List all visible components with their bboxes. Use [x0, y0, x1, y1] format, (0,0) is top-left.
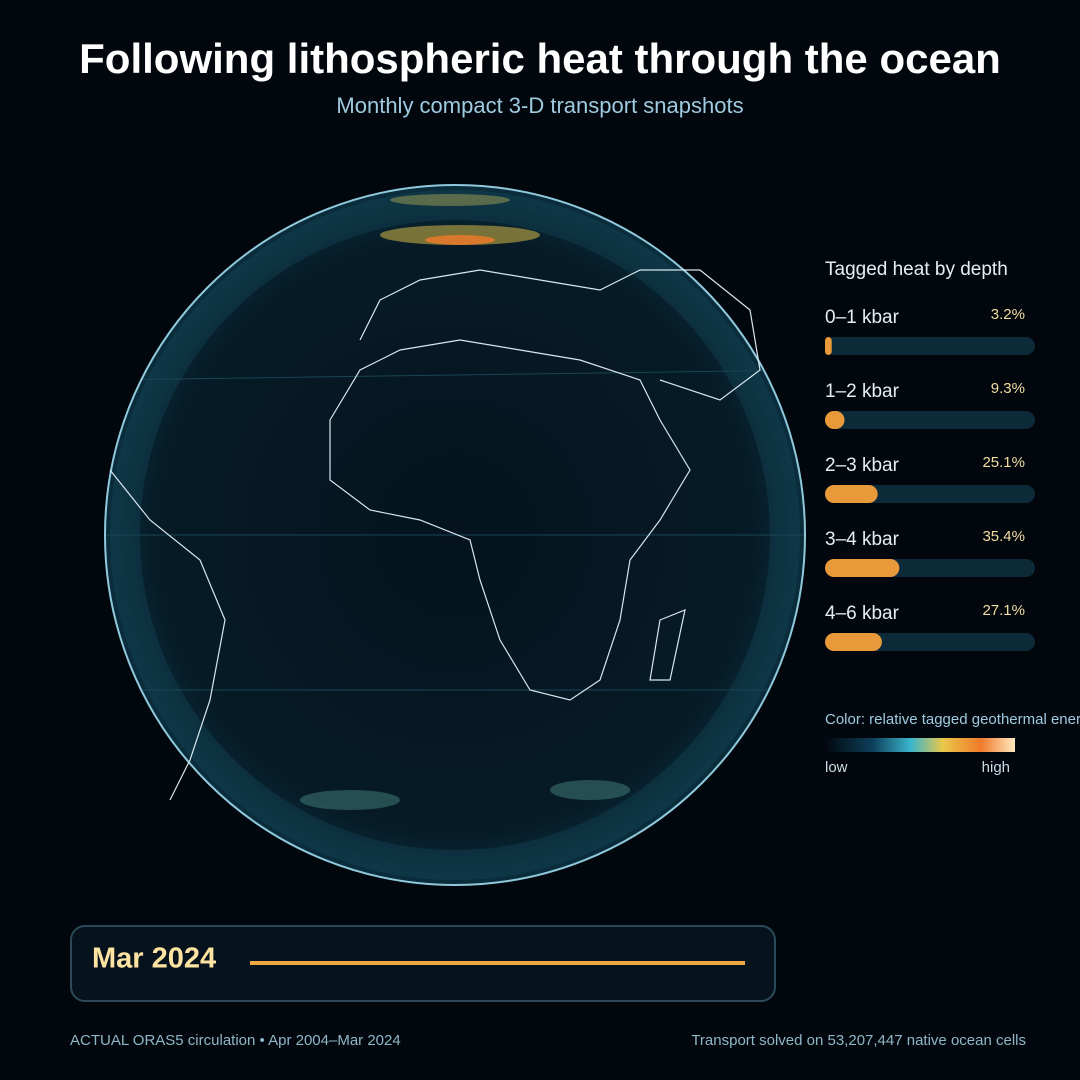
colorbar-gradient	[825, 738, 1015, 752]
bar-track	[825, 337, 1035, 355]
colorbar-high: high	[982, 759, 1010, 776]
depth-chart: Tagged heat by depth 0–1 kbar 3.2% 1–2 kba…	[825, 259, 1035, 651]
colorbar-low: low	[825, 759, 848, 776]
bar-label: 4–6 kbar	[825, 603, 900, 624]
bar	[825, 485, 878, 503]
value-label: 35.4%	[982, 528, 1025, 545]
bar-label: 2–3 kbar	[825, 455, 900, 476]
bar-track	[825, 485, 1035, 503]
colorbar-title: Color: relative tagged geothermal energy	[825, 711, 1080, 728]
chart-title: Tagged heat by depth	[825, 259, 1008, 280]
value-label: 25.1%	[982, 454, 1025, 471]
timeline: Mar 2024	[70, 925, 776, 1002]
colorbar: Color: relative tagged geothermal energy…	[825, 711, 1080, 776]
footer-left: ACTUAL ORAS5 circulation • Apr 2004–Mar …	[70, 1032, 401, 1049]
bar	[825, 559, 900, 577]
continent-africa	[329, 339, 691, 701]
value-label: 3.2%	[991, 306, 1025, 323]
value-label: 9.3%	[991, 380, 1025, 397]
timeline-label: Mar 2024	[92, 943, 216, 975]
madagascar	[649, 609, 686, 681]
bar-label: 0–1 kbar	[825, 307, 900, 328]
bar	[825, 337, 832, 355]
heat-glow	[106, 190, 804, 880]
title: Following lithospheric heat through the …	[79, 35, 1001, 82]
bar-label: 3–4 kbar	[825, 529, 900, 550]
bar	[825, 633, 882, 651]
globe	[104, 184, 806, 886]
bar	[825, 411, 845, 429]
value-label: 27.1%	[982, 602, 1025, 619]
continent-america	[109, 469, 226, 801]
footer-right: Transport solved on 53,207,447 native oc…	[691, 1032, 1026, 1049]
bar-track	[825, 411, 1035, 429]
subtitle: Monthly compact 3-D transport snapshots	[336, 93, 743, 118]
bar-label: 1–2 kbar	[825, 381, 900, 402]
continent-eurasia	[359, 269, 761, 401]
